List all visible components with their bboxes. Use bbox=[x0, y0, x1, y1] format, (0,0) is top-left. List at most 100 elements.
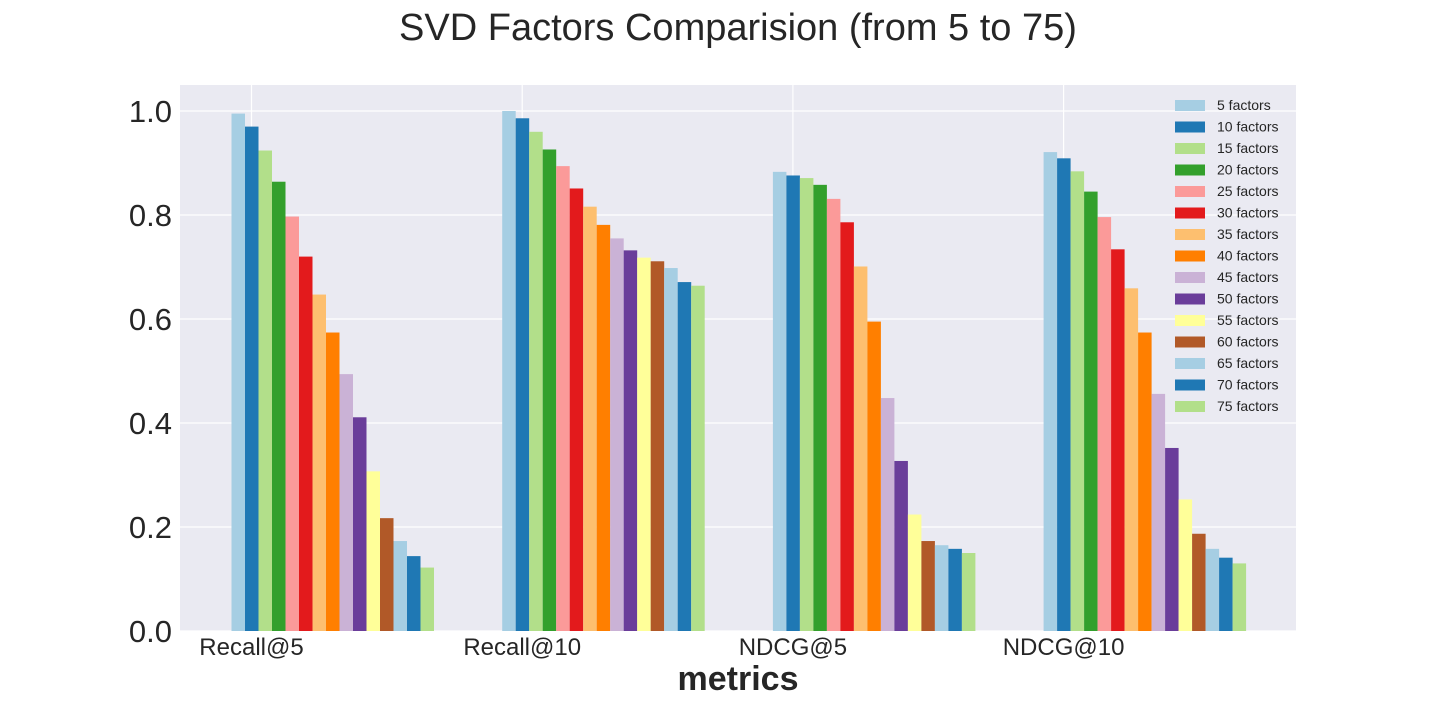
y-tick-label: 1.0 bbox=[129, 94, 172, 129]
bar-ndcg10-25-factors bbox=[1097, 217, 1112, 631]
legend-swatch bbox=[1175, 121, 1205, 133]
legend-label: 35 factors bbox=[1217, 226, 1278, 242]
bar-recall10-75-factors bbox=[691, 285, 705, 631]
bar-recall5-10-factors bbox=[245, 126, 259, 631]
legend-swatch bbox=[1175, 379, 1205, 391]
legend-swatch bbox=[1175, 164, 1205, 176]
legend-swatch bbox=[1175, 100, 1205, 111]
x-tick-labels: Recall@5 Recall@10 NDCG@5 NDCG@10 bbox=[199, 634, 1124, 661]
legend-label: 50 factors bbox=[1217, 291, 1278, 307]
legend-label: 40 factors bbox=[1217, 248, 1278, 264]
bar-ndcg10-35-factors bbox=[1124, 288, 1139, 631]
y-tick-label: 0.4 bbox=[129, 406, 172, 441]
legend-label: 20 factors bbox=[1217, 162, 1278, 178]
bar-ndcg5-55-factors bbox=[907, 514, 922, 631]
legend-label: 70 factors bbox=[1217, 377, 1278, 393]
bars bbox=[231, 111, 1247, 632]
bar-ndcg5-45-factors bbox=[880, 398, 895, 631]
y-tick-labels: 0.0 0.2 0.4 0.6 0.8 1.0 bbox=[129, 94, 172, 649]
bar-ndcg5-60-factors bbox=[921, 541, 935, 631]
legend-swatch bbox=[1175, 207, 1205, 219]
bar-ndcg10-20-factors bbox=[1084, 191, 1098, 631]
x-tick-label: NDCG@10 bbox=[1003, 634, 1125, 661]
bar-ndcg10-50-factors bbox=[1165, 447, 1179, 631]
x-tick-label: Recall@10 bbox=[463, 634, 581, 661]
bar-ndcg5-75-factors bbox=[961, 553, 976, 631]
bar-ndcg5-35-factors bbox=[853, 266, 868, 631]
legend-swatch bbox=[1175, 336, 1205, 348]
bar-recall5-20-factors bbox=[272, 181, 286, 631]
bar-recall5-30-factors bbox=[299, 256, 313, 631]
bar-recall5-60-factors bbox=[380, 518, 394, 631]
bar-recall5-75-factors bbox=[420, 567, 434, 631]
bar-ndcg10-55-factors bbox=[1178, 499, 1193, 631]
bar-recall10-70-factors bbox=[677, 282, 692, 631]
bar-ndcg5-30-factors bbox=[840, 222, 854, 631]
legend-swatch bbox=[1175, 358, 1205, 369]
legend-swatch bbox=[1175, 401, 1205, 412]
bar-recall10-5-factors bbox=[502, 111, 516, 631]
x-tick-label: Recall@5 bbox=[199, 634, 303, 661]
y-tick-label: 0.2 bbox=[129, 510, 172, 545]
chart-title: SVD Factors Comparision (from 5 to 75) bbox=[399, 7, 1077, 49]
bar-recall5-40-factors bbox=[326, 332, 340, 631]
legend-swatch bbox=[1175, 293, 1205, 305]
bar-ndcg5-25-factors bbox=[826, 198, 841, 631]
x-axis-label: metrics bbox=[678, 660, 799, 698]
legend-swatch bbox=[1175, 315, 1205, 326]
legend-label: 60 factors bbox=[1217, 334, 1278, 350]
bar-ndcg5-40-factors bbox=[867, 321, 881, 631]
legend: 5 factors 10 factors 15 factors 20 factors 2… bbox=[1175, 97, 1278, 414]
bar-ndcg5-50-factors bbox=[894, 460, 908, 631]
bar-ndcg10-75-factors bbox=[1232, 563, 1247, 631]
legend-label: 65 factors bbox=[1217, 355, 1278, 371]
legend-label: 30 factors bbox=[1217, 205, 1278, 221]
bar-ndcg10-10-factors bbox=[1057, 158, 1071, 631]
bar-ndcg10-65-factors bbox=[1205, 548, 1220, 631]
bar-recall10-65-factors bbox=[664, 268, 678, 631]
legend-swatch bbox=[1175, 143, 1205, 154]
bar-recall10-10-factors bbox=[515, 118, 530, 631]
bar-ndcg10-5-factors bbox=[1043, 152, 1058, 631]
legend-swatch bbox=[1175, 272, 1205, 283]
bar-recall10-40-factors bbox=[596, 224, 611, 631]
bar-ndcg10-70-factors bbox=[1219, 557, 1233, 631]
legend-swatch bbox=[1175, 229, 1205, 240]
legend-label: 10 factors bbox=[1217, 119, 1278, 135]
bar-recall5-5-factors bbox=[231, 113, 245, 632]
bar-recall5-15-factors bbox=[258, 150, 272, 631]
legend-label: 25 factors bbox=[1217, 183, 1278, 199]
legend-label: 55 factors bbox=[1217, 312, 1278, 328]
bar-recall5-65-factors bbox=[393, 541, 407, 631]
legend-swatch bbox=[1175, 250, 1205, 262]
bar-recall5-55-factors bbox=[366, 471, 380, 631]
bar-recall5-35-factors bbox=[312, 294, 326, 631]
bar-recall10-45-factors bbox=[610, 238, 624, 631]
bar-recall5-45-factors bbox=[339, 374, 353, 631]
legend-label: 5 factors bbox=[1217, 97, 1271, 113]
bar-ndcg5-20-factors bbox=[813, 184, 827, 631]
bar-recall5-25-factors bbox=[285, 216, 299, 631]
y-tick-label: 0.6 bbox=[129, 302, 172, 337]
bar-ndcg10-30-factors bbox=[1111, 249, 1125, 631]
bar-recall10-25-factors bbox=[556, 166, 570, 631]
bar-ndcg5-10-factors bbox=[786, 175, 800, 632]
bar-recall10-30-factors bbox=[569, 188, 584, 632]
legend-label: 75 factors bbox=[1217, 398, 1278, 414]
legend-swatch bbox=[1175, 186, 1205, 197]
bar-ndcg10-45-factors bbox=[1151, 393, 1166, 631]
bar-recall10-35-factors bbox=[583, 206, 597, 631]
x-tick-label: NDCG@5 bbox=[739, 634, 847, 661]
bar-recall5-70-factors bbox=[407, 556, 421, 631]
y-tick-label: 0.8 bbox=[129, 198, 172, 233]
bar-ndcg5-70-factors bbox=[948, 548, 962, 631]
bar-recall10-55-factors bbox=[637, 257, 651, 631]
bar-ndcg5-15-factors bbox=[799, 178, 814, 631]
bar-ndcg10-60-factors bbox=[1192, 533, 1206, 631]
y-tick-label: 0.0 bbox=[129, 614, 172, 649]
legend-label: 45 factors bbox=[1217, 269, 1278, 285]
bar-recall5-50-factors bbox=[353, 417, 367, 631]
bar-recall10-60-factors bbox=[650, 261, 665, 631]
